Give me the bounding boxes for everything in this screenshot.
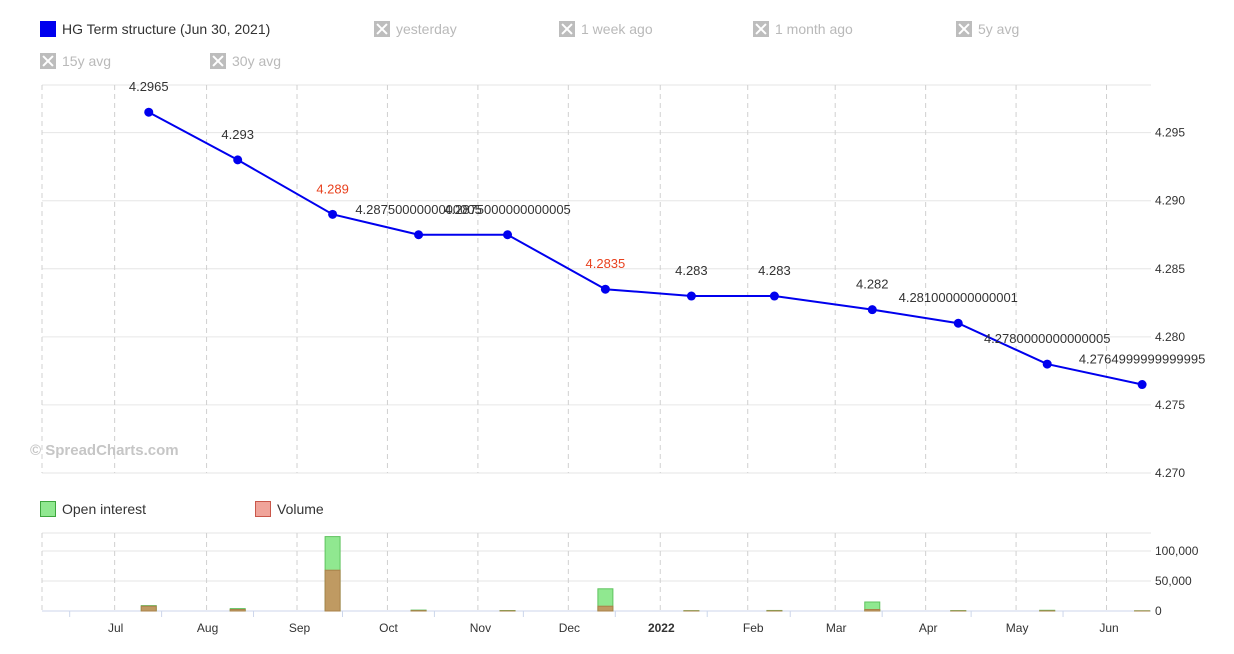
x-tick-label: Nov	[470, 621, 491, 635]
data-label: 4.282	[856, 277, 889, 292]
x-axis-ticks: Jul Aug Sep Oct Nov Dec 2022 Feb Mar Apr May Jun	[69, 611, 1119, 635]
data-point	[233, 155, 243, 165]
data-label: 4.2780000000000005	[984, 331, 1111, 346]
y-tick-label: 4.280	[1155, 330, 1185, 344]
legend-item-volume[interactable]: Volume	[255, 501, 324, 517]
data-point	[414, 230, 424, 240]
volume-bar	[324, 569, 341, 612]
volume-y-axis-ticks: 0 50,000 100,000	[1155, 544, 1199, 618]
legend-label-1-week-ago: 1 week ago	[581, 21, 653, 37]
data-point	[503, 230, 513, 240]
volume-bar	[140, 605, 157, 612]
legend-label-5y-avg: 5y avg	[978, 21, 1020, 37]
volume-y-tick-label: 0	[1155, 604, 1162, 618]
data-point	[867, 305, 877, 315]
x-tick-label: Sep	[289, 621, 311, 635]
y-tick-label: 4.290	[1155, 194, 1185, 208]
disabled-series-icon	[210, 53, 226, 69]
disabled-series-icon	[956, 21, 972, 37]
x-tick-label: Aug	[197, 621, 218, 635]
y-tick-label: 4.275	[1155, 398, 1185, 412]
legend-item-1-week-ago[interactable]: 1 week ago	[559, 21, 653, 37]
legend-swatch-hg	[40, 21, 56, 37]
data-label: 4.289	[316, 181, 349, 196]
volume-y-tick-label: 100,000	[1155, 544, 1199, 558]
watermark: © SpreadCharts.com	[30, 442, 179, 459]
data-label: 4.283	[675, 263, 708, 278]
legend-label-yesterday: yesterday	[396, 21, 457, 37]
legend-item-5y-avg[interactable]: 5y avg	[956, 21, 1019, 37]
disabled-series-icon	[559, 21, 575, 37]
x-tick-label: Jun	[1099, 621, 1118, 635]
volume-y-tick-label: 50,000	[1155, 574, 1192, 588]
main-chart-grid	[41, 84, 1151, 474]
legend-item-hg-term-structure[interactable]: HG Term structure (Jun 30, 2021)	[40, 21, 270, 37]
legend-swatch-volume	[255, 501, 271, 517]
data-point	[1042, 359, 1052, 369]
term-structure-line	[148, 111, 1143, 386]
data-point	[600, 284, 610, 294]
data-point	[1137, 380, 1147, 390]
data-label: 4.2965	[129, 79, 169, 94]
data-point	[144, 107, 154, 117]
volume-chart-grid	[41, 532, 1151, 612]
data-label: 4.293	[221, 127, 254, 142]
y-tick-label: 4.270	[1155, 466, 1185, 480]
legend-swatch-open-interest	[40, 501, 56, 517]
term-structure-data-labels: 4.2965 4.293 4.289 4.28750000000000054.2875…	[129, 79, 1206, 366]
legend-item-15y-avg[interactable]: 15y avg	[40, 53, 111, 69]
main-legend-row-1: HG Term structure (Jun 30, 2021)	[40, 21, 270, 37]
x-tick-label: May	[1006, 621, 1029, 635]
main-y-axis-ticks: 4.270 4.275 4.280 4.285 4.290 4.295	[1155, 126, 1185, 480]
y-tick-label: 4.295	[1155, 126, 1185, 140]
x-tick-label: Oct	[379, 621, 398, 635]
legend-item-1-month-ago[interactable]: 1 month ago	[753, 21, 853, 37]
data-point	[328, 209, 338, 219]
legend-label-open-interest: Open interest	[62, 501, 147, 517]
volume-bar	[229, 609, 246, 612]
term-structure-points	[144, 107, 1147, 390]
disabled-series-icon	[40, 53, 56, 69]
volume-bar	[597, 605, 614, 612]
x-tick-label: Dec	[559, 621, 580, 635]
data-label: 4.283	[758, 263, 791, 278]
y-tick-label: 4.285	[1155, 262, 1185, 276]
legend-label-hg: HG Term structure (Jun 30, 2021)	[62, 21, 271, 37]
legend-label-1-month-ago: 1 month ago	[775, 21, 853, 37]
data-point	[769, 291, 779, 301]
legend-label-volume: Volume	[277, 501, 324, 517]
data-point	[953, 318, 963, 328]
data-label: 4.281000000000001	[899, 290, 1018, 305]
data-label: 4.2875000000000005	[355, 202, 482, 217]
data-label: 4.2764999999999995	[1079, 352, 1206, 367]
disabled-series-icon	[374, 21, 390, 37]
series-line-hg	[148, 111, 1143, 386]
disabled-series-icon	[753, 21, 769, 37]
volume-bar	[864, 609, 881, 612]
legend-item-30y-avg[interactable]: 30y avg	[210, 53, 281, 69]
volume-bars	[140, 536, 1151, 612]
x-tick-label: Mar	[826, 621, 847, 635]
x-tick-label: 2022	[648, 621, 675, 635]
x-tick-label: Feb	[743, 621, 764, 635]
data-label: 4.2875000000000005	[444, 202, 571, 217]
legend-item-yesterday[interactable]: yesterday	[374, 21, 457, 37]
x-tick-label: Apr	[919, 621, 938, 635]
x-tick-label: Jul	[108, 621, 123, 635]
data-label: 4.2835	[586, 256, 626, 271]
data-point	[686, 291, 696, 301]
legend-item-open-interest[interactable]: Open interest	[40, 501, 146, 517]
legend-label-30y-avg: 30y avg	[232, 53, 282, 69]
legend-label-15y-avg: 15y avg	[62, 53, 112, 69]
